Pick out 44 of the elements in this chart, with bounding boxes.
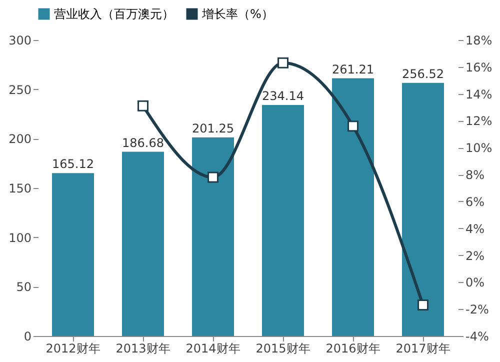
bar <box>52 173 94 336</box>
point <box>208 172 218 183</box>
x-tick-label: 2012财年 <box>46 342 100 356</box>
y2-tick-label: 0% <box>466 276 485 290</box>
x-tick-label: 2014财年 <box>186 342 240 356</box>
legend-label: 增长率（%） <box>201 7 274 21</box>
y-tick-label: 150 <box>8 182 32 196</box>
legend-label: 营业收入（百万澳元） <box>54 7 174 21</box>
bar <box>122 152 164 336</box>
y2-tick-label: -4% <box>466 330 489 344</box>
point <box>278 57 288 68</box>
x-tick-label: 2013财年 <box>116 342 170 356</box>
y2-tick-label: 10% <box>466 141 492 156</box>
y2-tick-label: -2% <box>466 302 489 317</box>
point <box>418 300 428 311</box>
y2-tick-label: 18% <box>466 34 492 48</box>
x-tick-label: 2017财年 <box>396 342 450 356</box>
bar <box>192 137 234 336</box>
bar <box>262 104 304 336</box>
y2-tick-label: 12% <box>466 114 492 128</box>
point <box>138 100 148 112</box>
data-label: 261.21 <box>332 62 374 76</box>
data-label: 256.52 <box>402 66 444 81</box>
x-tick-label: 2015财年 <box>256 342 310 356</box>
bar <box>332 78 374 336</box>
y-tick-label: 0 <box>24 330 32 344</box>
y2-tick-label: 6% <box>466 194 485 209</box>
y-tick-label: 100 <box>8 230 32 245</box>
y-tick-label: 50 <box>16 280 32 294</box>
y2-tick-label: 16% <box>466 60 492 74</box>
y-tick-label: 200 <box>8 132 32 146</box>
data-label: 201.25 <box>192 121 234 136</box>
y-tick-label: 300 <box>8 34 32 48</box>
y2-tick-label: 4% <box>466 222 485 236</box>
y2-tick-label: 8% <box>466 168 485 182</box>
data-label: 234.14 <box>262 88 304 103</box>
point <box>348 120 358 132</box>
bar <box>402 82 444 336</box>
data-label: 186.68 <box>122 136 164 150</box>
data-label: 165.12 <box>52 157 94 172</box>
y2-tick-label: 14% <box>466 87 492 102</box>
y2-tick-label: 2% <box>466 248 485 263</box>
x-tick-label: 2016财年 <box>326 342 380 356</box>
y-tick-label: 250 <box>8 82 32 97</box>
